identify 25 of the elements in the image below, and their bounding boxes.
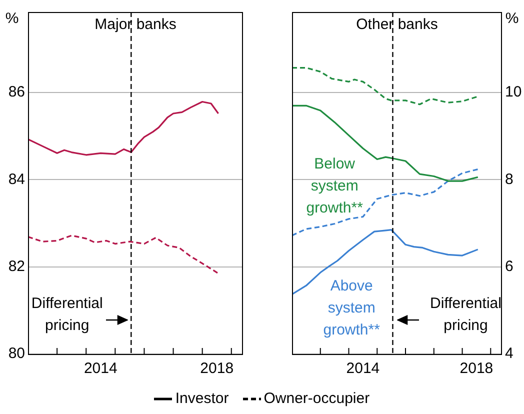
line-series — [28, 234, 220, 274]
y-axis-title: % — [5, 10, 19, 28]
chart-title: Other banks — [356, 16, 438, 34]
line-series — [292, 66, 479, 106]
x-tick-label: 2014 — [84, 360, 118, 378]
y-tick-label: 86 — [8, 84, 25, 101]
x-tick-label: 2014 — [346, 360, 380, 378]
y-tick-label: 10 — [505, 84, 522, 101]
text: Investor — [175, 390, 229, 407]
y-tick-label: 8 — [505, 170, 514, 188]
ref-line-label: Differential pricing — [430, 295, 502, 334]
y-tick-label: 84 — [8, 170, 25, 188]
ref-line-label: Differential pricing — [31, 295, 103, 334]
y-tick-label: 80 — [8, 345, 25, 362]
annotation: Below system growth** — [306, 155, 364, 216]
y-tick-label: 82 — [8, 258, 25, 276]
x-tick-label: 2018 — [200, 360, 234, 378]
y-tick-label: 4 — [505, 345, 514, 362]
y-tick-label: 6 — [505, 258, 514, 276]
chart-title: Major banks — [94, 16, 176, 34]
x-tick-label: 2018 — [460, 360, 494, 378]
line-series — [292, 168, 479, 236]
text: Owner-occupier — [264, 390, 370, 407]
annotation: Above system growth** — [323, 278, 380, 339]
y-axis-title: % — [505, 10, 519, 28]
